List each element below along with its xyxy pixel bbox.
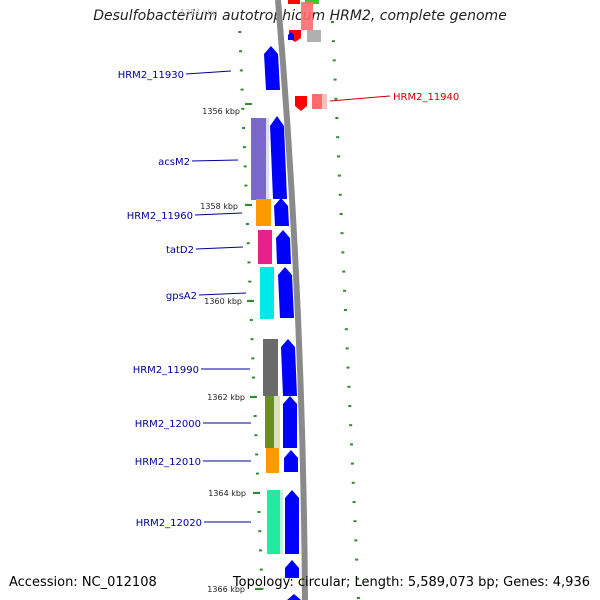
top-cds-reverse-pink [301, 2, 313, 30]
cog-acsM2-shade [266, 118, 269, 200]
label-hrm2-12020: HRM2_12020 [136, 518, 202, 529]
cds-bottom-partial [287, 594, 301, 600]
cds-hrm2-12000 [283, 396, 297, 448]
cds-acsM2 [270, 116, 287, 199]
top-cds-reverse-grey [307, 30, 321, 42]
label-hrm2-12000: HRM2_12000 [135, 419, 201, 430]
cds-hrm2-11990 [281, 339, 297, 396]
scale-ticks-left [238, 31, 264, 590]
cog-track [251, 118, 283, 554]
topology-text: Topology: circular; Length: 5,589,073 bp… [232, 575, 590, 590]
scale-ticks-right [330, 21, 360, 599]
cds-tatD2 [276, 230, 291, 264]
forward-cds-track [264, 46, 301, 600]
label-tatD2: tatD2 [166, 245, 194, 256]
label-hrm2-11930: HRM2_11930 [118, 70, 184, 81]
cds-hrm2-12020 [285, 490, 299, 554]
scale-label-top-partial: 1354 kbp [180, 8, 218, 17]
cog-acsM2 [251, 118, 266, 200]
scale-label-1366: 1366 kbp [207, 585, 245, 594]
cds-gpsA2 [278, 267, 294, 318]
label-hrm2-11990: HRM2_11990 [133, 365, 199, 376]
scale-label-1360: 1360 kbp [204, 297, 242, 306]
scale-label-1364: 1364 kbp [208, 489, 246, 498]
cog-hrm2-11940-shade [322, 94, 327, 109]
cog-hrm2-11990 [263, 339, 278, 396]
reverse-cds-track [295, 94, 327, 111]
gene-labels: HRM2_11930 HRM2_11940 acsM2 HRM2_11960 t… [118, 70, 460, 529]
scale-label-1356: 1356 kbp [202, 107, 240, 116]
leader-hrm2-11960 [194, 212, 243, 216]
scale-label-1362: 1362 kbp [207, 393, 245, 402]
cog-hrm2-11960 [256, 199, 271, 226]
cog-gpsA2 [260, 267, 274, 319]
cog-hrm2-12000 [265, 396, 274, 448]
cds-hrm2-11940 [295, 96, 307, 111]
cog-tatD2 [258, 230, 272, 264]
leader-gpsA2 [198, 292, 247, 296]
label-hrm2-11940: HRM2_11940 [393, 92, 459, 103]
label-gpsA2: gpsA2 [166, 291, 197, 302]
top-partial-features: 1354 kbp [180, 0, 321, 42]
leader-acsM2 [191, 159, 239, 162]
scale-label-1358: 1358 kbp [200, 202, 238, 211]
cds-next-partial [285, 560, 299, 578]
label-acsM2: acsM2 [158, 157, 190, 168]
cog-hrm2-12010 [266, 448, 279, 473]
cog-hrm2-12000-b [274, 396, 280, 448]
cds-hrm2-11960 [274, 198, 289, 226]
leader-tatD2 [195, 246, 244, 250]
map-title: Desulfobacterium autotrophicum HRM2, com… [93, 8, 507, 24]
top-cds-forward-small [288, 32, 294, 40]
label-hrm2-11960: HRM2_11960 [127, 211, 193, 222]
cog-hrm2-12020-shade [280, 490, 283, 554]
cds-hrm2-11930 [264, 46, 280, 90]
accession-text: Accession: NC_012108 [9, 575, 157, 590]
leader-hrm2-11930 [185, 70, 232, 75]
leader-hrm2-11940 [329, 95, 391, 102]
genome-backbone [275, 0, 308, 600]
cds-hrm2-12010 [284, 450, 298, 472]
cog-hrm2-12020 [267, 490, 280, 554]
top-partial-cds-red [288, 0, 300, 4]
scale-labels: 1356 kbp 1358 kbp 1360 kbp 1362 kbp 1364… [200, 103, 262, 594]
label-hrm2-12010: HRM2_12010 [135, 457, 201, 468]
